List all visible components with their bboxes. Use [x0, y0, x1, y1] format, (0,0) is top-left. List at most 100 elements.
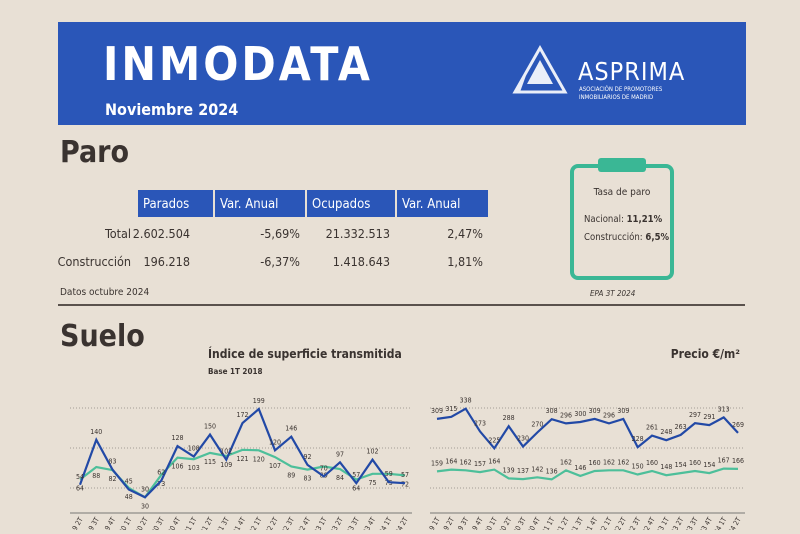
data-label: 167 — [718, 457, 730, 465]
data-label: 102 — [366, 448, 378, 456]
data-label: 136 — [546, 467, 558, 475]
clipboard — [570, 158, 674, 280]
table-cell: 1,81% — [447, 254, 483, 269]
data-label: 128 — [171, 434, 183, 442]
data-label: 270 — [531, 421, 543, 429]
data-label: 120 — [253, 455, 265, 463]
data-label: 160 — [689, 459, 701, 467]
x-tick-label: 2020 1T — [114, 516, 134, 530]
data-label: 162 — [460, 458, 472, 466]
data-label: 164 — [445, 458, 457, 466]
data-label: 162 — [603, 458, 615, 466]
data-label: 106 — [171, 463, 183, 471]
data-label: 263 — [675, 423, 687, 431]
data-label: 166 — [732, 457, 744, 465]
data-label: 159 — [431, 459, 443, 467]
x-tick-label: 2023 3T — [341, 516, 361, 530]
header-band — [58, 22, 746, 125]
table-cell: 21.332.513 — [326, 226, 390, 241]
chart-title: Precio €/m² — [671, 347, 741, 361]
data-label: 97 — [336, 450, 344, 458]
series-line — [436, 407, 739, 451]
data-label: 108 — [188, 445, 200, 453]
data-label: 48 — [125, 493, 133, 501]
section-heading: Suelo — [60, 319, 145, 354]
data-label: 154 — [675, 461, 687, 469]
data-label: 73 — [157, 480, 165, 488]
data-label: 57 — [401, 471, 409, 479]
data-label: 172 — [236, 411, 248, 419]
x-tick-label: 2021 3T — [211, 516, 231, 530]
table-cell: -6,37% — [260, 254, 300, 269]
series-line — [436, 467, 739, 481]
data-label: 225 — [488, 436, 500, 444]
x-tick-label: 2022 4T — [292, 516, 312, 530]
x-tick-label: 2023 4T — [357, 516, 377, 530]
logo-line: ASOCIACIÓN DE PROMOTORES — [579, 86, 663, 93]
table-cell: 196.218 — [144, 254, 191, 269]
data-label: 30 — [141, 485, 149, 493]
table-cell: -5,69% — [260, 226, 300, 241]
x-tick-label: 2019 2T — [65, 516, 85, 530]
series-line — [78, 407, 406, 499]
data-label: 88 — [92, 472, 100, 480]
row-label: Construcción — [58, 254, 131, 269]
tasa-value: 6,5% — [645, 232, 669, 243]
data-label: 288 — [503, 414, 515, 422]
note: Datos octubre 2024 — [60, 287, 149, 298]
data-label: 120 — [269, 438, 281, 446]
data-label: 160 — [589, 459, 601, 467]
tasa-source: EPA 3T 2024 — [590, 289, 636, 298]
data-label: 121 — [236, 455, 248, 463]
x-tick-label: 2022 2T — [260, 516, 280, 530]
data-label: 248 — [660, 428, 672, 436]
data-label: 296 — [603, 411, 615, 419]
data-label: 269 — [732, 421, 744, 429]
data-label: 84 — [336, 474, 344, 482]
data-label: 72 — [401, 480, 409, 488]
column-header: Ocupados — [312, 197, 370, 212]
data-label: 146 — [285, 425, 297, 433]
data-label: 157 — [474, 460, 486, 468]
data-label: 338 — [460, 397, 472, 405]
data-label: 57 — [352, 471, 360, 479]
x-tick-label: 2024 1T — [374, 516, 394, 530]
data-label: 140 — [90, 428, 102, 436]
x-tick-label: 2022 1T — [244, 516, 264, 530]
x-tick-label: 2020 4T — [162, 516, 182, 530]
data-label: 89 — [287, 471, 295, 479]
data-label: 109 — [220, 461, 232, 469]
data-label: 83 — [303, 475, 311, 483]
x-tick-label: 2019 4T — [97, 516, 117, 530]
table-cell: 2,47% — [447, 226, 483, 241]
tasa-line: Nacional: 11,21% — [584, 214, 663, 225]
tasa-line: Construcción: 6,5% — [584, 232, 670, 243]
x-tick-label: 2022 3T — [276, 516, 296, 530]
table-cell: 1.418.643 — [333, 254, 390, 269]
data-label: 199 — [253, 397, 265, 405]
data-label: 230 — [517, 435, 529, 443]
data-label: 45 — [125, 477, 133, 485]
data-label: 103 — [188, 464, 200, 472]
data-label: 30 — [141, 502, 149, 510]
chart-title: Índice de superficie transmitida — [208, 346, 402, 361]
logo-line: INMOBILIARIOS DE MADRID — [579, 94, 653, 101]
data-label: 309 — [431, 407, 443, 415]
tasa-label: Construcción: — [584, 232, 643, 243]
data-label: 70 — [320, 464, 328, 472]
tasa-label: Nacional: — [584, 214, 624, 225]
x-tick-label: 2021 4T — [227, 516, 247, 530]
x-tick-label: 2021 2T — [195, 516, 215, 530]
column-header: Parados — [143, 197, 189, 212]
data-label: 83 — [108, 458, 116, 466]
data-label: 146 — [574, 464, 586, 472]
section-heading: Paro — [60, 135, 129, 170]
data-label: 75 — [368, 479, 376, 487]
column-header: Var. Anual — [402, 197, 460, 212]
data-label: 162 — [617, 458, 629, 466]
data-label: 92 — [303, 453, 311, 461]
data-label: 309 — [589, 407, 601, 415]
data-label: 308 — [546, 407, 558, 415]
